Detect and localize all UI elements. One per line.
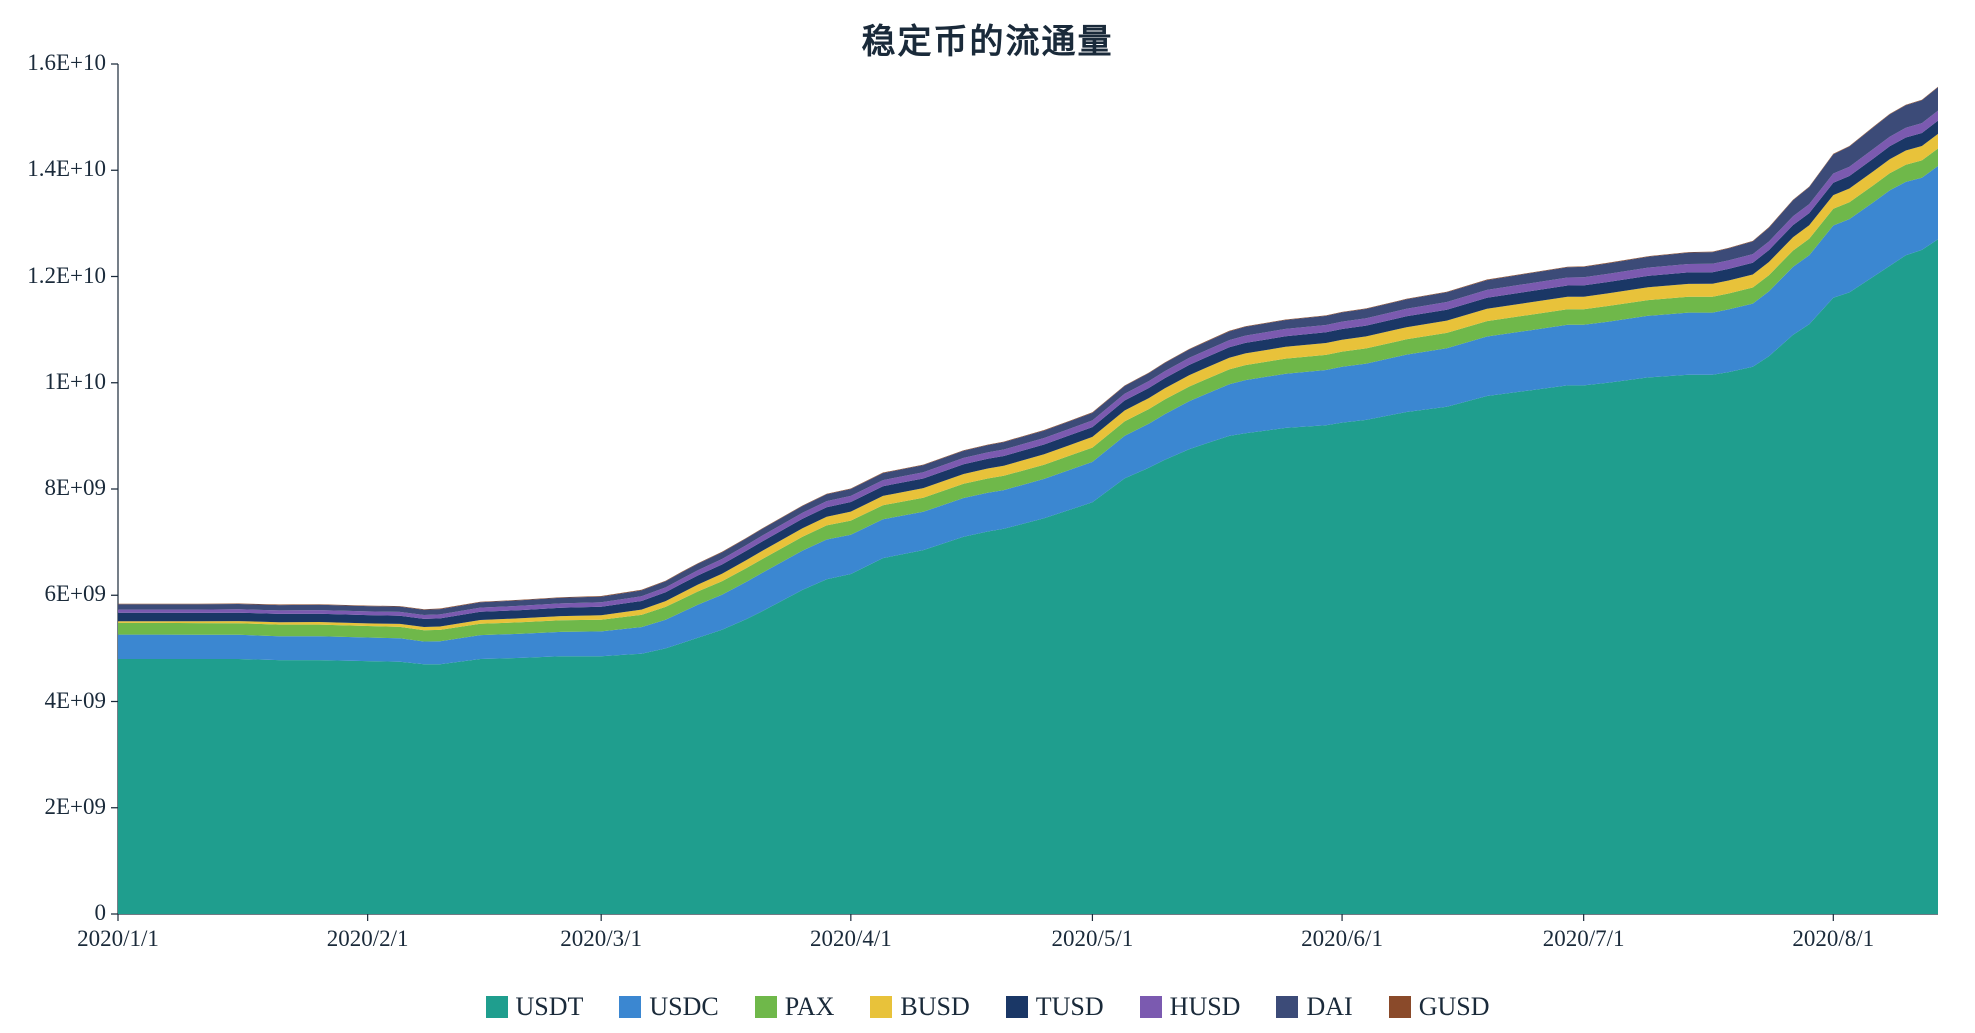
x-tick-label: 2020/4/1 bbox=[810, 926, 892, 952]
legend-swatch-icon bbox=[1006, 996, 1028, 1018]
legend-swatch-icon bbox=[1140, 996, 1162, 1018]
y-tick-label: 0 bbox=[16, 900, 106, 926]
legend-swatch-icon bbox=[1276, 996, 1298, 1018]
y-tick-label: 1.4E+10 bbox=[16, 156, 106, 182]
legend-label: DAI bbox=[1306, 992, 1352, 1022]
legend-item-USDT: USDT bbox=[486, 992, 584, 1022]
x-tick-label: 2020/2/1 bbox=[327, 926, 409, 952]
x-tick-label: 2020/8/1 bbox=[1792, 926, 1874, 952]
y-tick-label: 6E+09 bbox=[16, 581, 106, 607]
legend-label: HUSD bbox=[1170, 992, 1241, 1022]
x-tick-label: 2020/7/1 bbox=[1543, 926, 1625, 952]
legend-item-USDC: USDC bbox=[619, 992, 718, 1022]
legend-label: PAX bbox=[785, 992, 835, 1022]
x-tick-label: 2020/1/1 bbox=[77, 926, 159, 952]
legend-label: USDC bbox=[649, 992, 718, 1022]
x-tick-label: 2020/6/1 bbox=[1301, 926, 1383, 952]
y-tick-label: 2E+09 bbox=[16, 794, 106, 820]
legend-item-TUSD: TUSD bbox=[1006, 992, 1104, 1022]
legend-item-PAX: PAX bbox=[755, 992, 835, 1022]
chart-legend: USDT USDC PAX BUSD TUSD HUSD DAI GUSD bbox=[0, 992, 1975, 1025]
legend-item-GUSD: GUSD bbox=[1389, 992, 1490, 1022]
legend-swatch-icon bbox=[755, 996, 777, 1018]
legend-swatch-icon bbox=[486, 996, 508, 1018]
legend-item-BUSD: BUSD bbox=[870, 992, 969, 1022]
legend-swatch-icon bbox=[619, 996, 641, 1018]
y-tick-label: 4E+09 bbox=[16, 688, 106, 714]
legend-swatch-icon bbox=[870, 996, 892, 1018]
legend-label: USDT bbox=[516, 992, 584, 1022]
legend-item-HUSD: HUSD bbox=[1140, 992, 1241, 1022]
x-tick-label: 2020/5/1 bbox=[1052, 926, 1134, 952]
legend-label: TUSD bbox=[1036, 992, 1104, 1022]
chart-container: 稳定币的流通量 02E+094E+096E+098E+091E+101.2E+1… bbox=[0, 0, 1975, 1033]
legend-label: BUSD bbox=[900, 992, 969, 1022]
x-tick-label: 2020/3/1 bbox=[560, 926, 642, 952]
legend-swatch-icon bbox=[1389, 996, 1411, 1018]
y-tick-label: 1.6E+10 bbox=[16, 50, 106, 76]
y-tick-label: 1E+10 bbox=[16, 369, 106, 395]
legend-item-DAI: DAI bbox=[1276, 992, 1352, 1022]
chart-area bbox=[0, 0, 1975, 1033]
y-tick-label: 8E+09 bbox=[16, 475, 106, 501]
legend-label: GUSD bbox=[1419, 992, 1490, 1022]
y-tick-label: 1.2E+10 bbox=[16, 263, 106, 289]
